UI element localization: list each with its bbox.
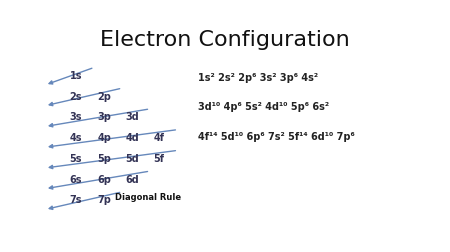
Text: Electron Configuration: Electron Configuration (100, 30, 350, 50)
Text: 3d¹⁰ 4p⁶ 5s² 4d¹⁰ 5p⁶ 6s²: 3d¹⁰ 4p⁶ 5s² 4d¹⁰ 5p⁶ 6s² (198, 102, 329, 112)
Text: 4s: 4s (70, 133, 82, 143)
Text: 7s: 7s (70, 195, 82, 205)
Text: 6s: 6s (70, 174, 82, 184)
Text: 4f: 4f (153, 133, 164, 143)
Text: 4d: 4d (126, 133, 140, 143)
Text: 1s² 2s² 2p⁶ 3s² 3p⁶ 4s²: 1s² 2s² 2p⁶ 3s² 3p⁶ 4s² (198, 73, 318, 83)
Text: 4p: 4p (98, 133, 112, 143)
Text: 5d: 5d (126, 153, 140, 163)
Text: 5f: 5f (153, 153, 164, 163)
Text: 6d: 6d (126, 174, 140, 184)
Text: 7p: 7p (98, 195, 112, 205)
Text: 2s: 2s (70, 91, 82, 101)
Text: 2p: 2p (98, 91, 112, 101)
Text: 4f¹⁴ 5d¹⁰ 6p⁶ 7s² 5f¹⁴ 6d¹⁰ 7p⁶: 4f¹⁴ 5d¹⁰ 6p⁶ 7s² 5f¹⁴ 6d¹⁰ 7p⁶ (198, 131, 355, 141)
Text: 3d: 3d (126, 112, 140, 122)
Text: 5s: 5s (70, 153, 82, 163)
Text: 3s: 3s (70, 112, 82, 122)
Text: Diagonal Rule: Diagonal Rule (116, 192, 181, 201)
Text: 1s: 1s (70, 71, 82, 81)
Text: 6p: 6p (98, 174, 112, 184)
Text: 3p: 3p (98, 112, 112, 122)
Text: 5p: 5p (98, 153, 112, 163)
